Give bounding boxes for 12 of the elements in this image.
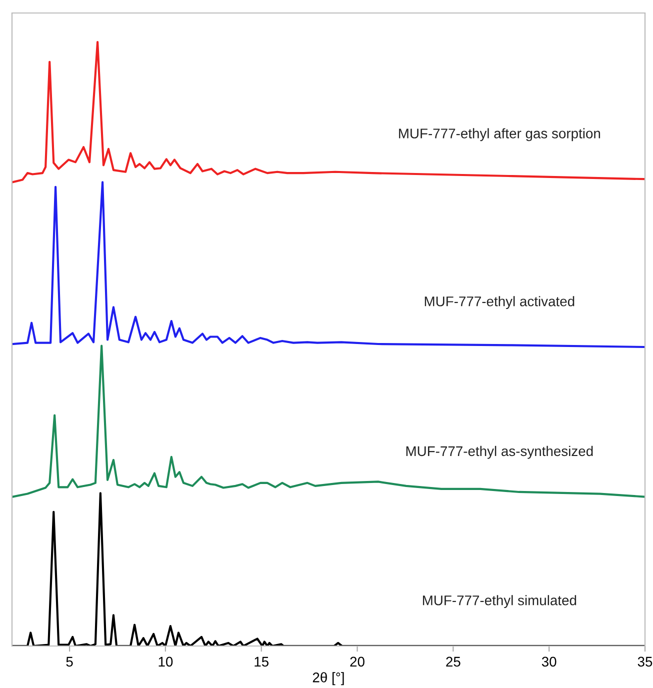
- x-tick-label: 20: [350, 656, 364, 667]
- x-tick-label: 25: [446, 656, 460, 667]
- text: MUF-777-ethyl after gas sorption: [399, 128, 600, 142]
- x-tick-label: 35: [638, 656, 652, 667]
- text: MUF-777-ethyl activated: [424, 296, 574, 310]
- x-tick-label: 10: [158, 656, 173, 667]
- text: MUF-777-ethyl simulated: [422, 595, 576, 608]
- x-tick-label: 15: [254, 656, 269, 667]
- x-axis-title: 2θ [°]: [312, 672, 344, 686]
- x-tick-label: 30: [542, 656, 556, 667]
- series-label: MUF-777-ethyl as-synthesized: [406, 446, 593, 459]
- x-tick-label: 5: [66, 656, 73, 667]
